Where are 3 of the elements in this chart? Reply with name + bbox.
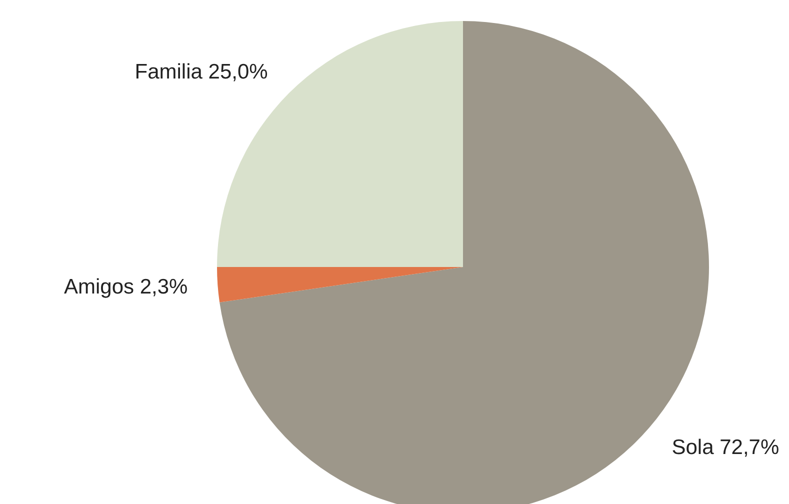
slice-label: Amigos 2,3% bbox=[64, 275, 188, 298]
slice-label: Sola 72,7% bbox=[672, 436, 780, 460]
slice-label: Familia 25,0% bbox=[134, 60, 268, 84]
